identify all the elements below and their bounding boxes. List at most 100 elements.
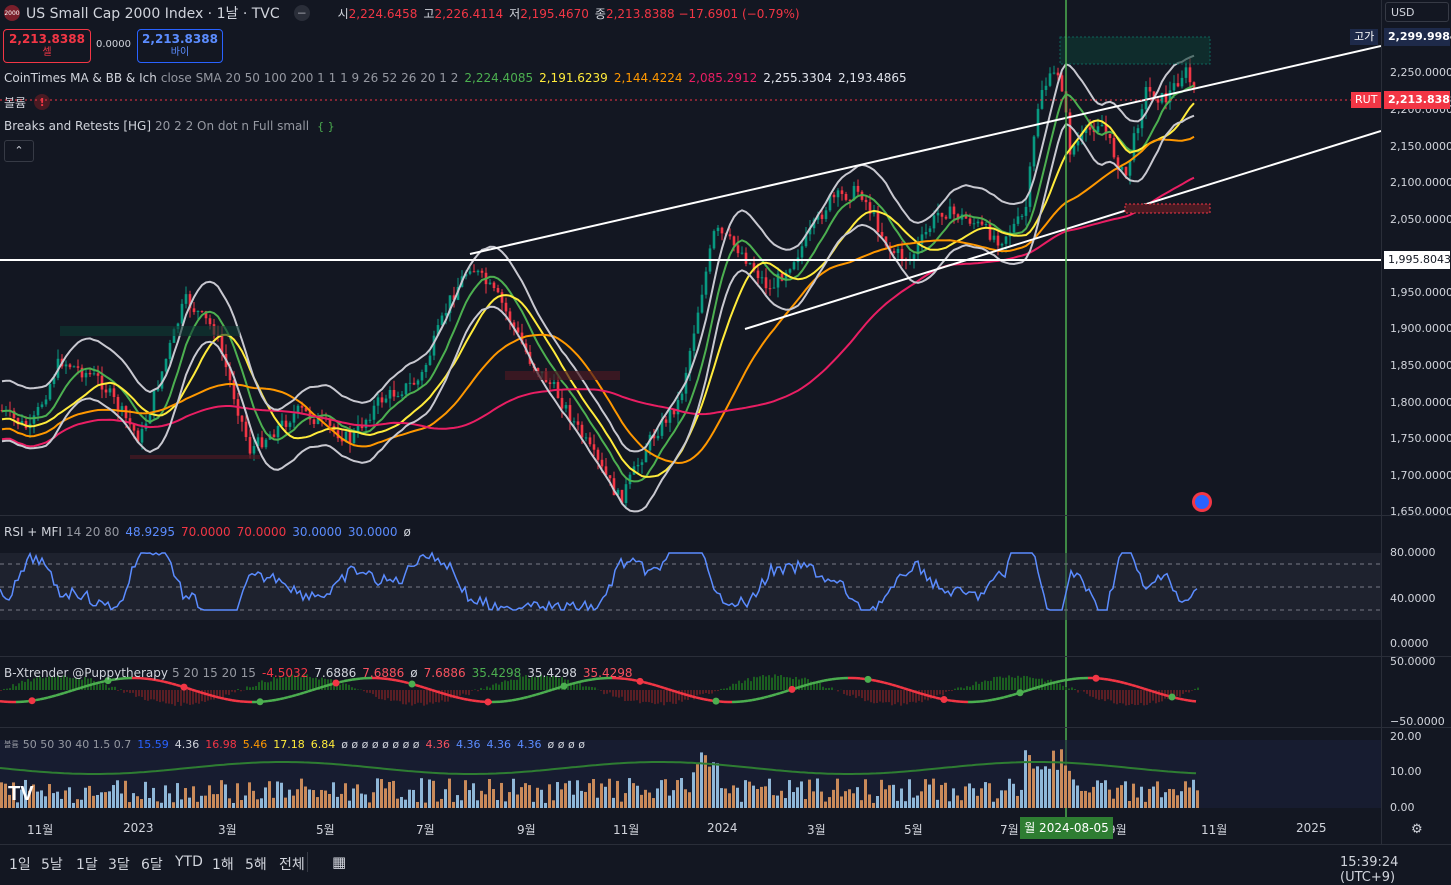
pane-divider-rsi[interactable] (0, 515, 1451, 516)
volume-bar (260, 798, 263, 808)
chart-canvas[interactable]: TV (0, 0, 1381, 844)
channel-upper-line[interactable] (470, 46, 1381, 254)
xtrender-line-segment (176, 685, 180, 686)
date-range-icon[interactable]: ▦ (332, 853, 346, 871)
xtrender-line-segment (748, 700, 752, 701)
volume-bar (280, 783, 283, 808)
timeframe-button-1[interactable]: 5날 (41, 854, 63, 874)
candle-body (481, 271, 484, 273)
candle-body (1157, 99, 1160, 102)
xtrender-line-segment (72, 689, 76, 690)
timeframe-button-3[interactable]: 3달 (108, 854, 130, 874)
volume-bar (920, 791, 923, 808)
settings-gear-icon[interactable]: ⚙ (1411, 822, 1427, 838)
candle-body (89, 373, 92, 374)
xtrender-line-segment (224, 699, 228, 700)
candle-body (1061, 75, 1064, 91)
xtrender-line-segment (292, 695, 296, 696)
volume-bar (808, 780, 811, 808)
volume-bar (1144, 802, 1147, 808)
volume-bar (828, 797, 831, 808)
candle-body (677, 400, 680, 414)
xtrender-bar (270, 681, 272, 690)
rsi-pane[interactable] (0, 553, 1381, 620)
xtrender-bar (1179, 690, 1181, 697)
price-axis-label: 1,800.0000 (1390, 396, 1451, 409)
timeframe-button-2[interactable]: 1달 (76, 854, 98, 874)
volume-bar (164, 785, 167, 808)
timeframe-button-4[interactable]: 6달 (141, 854, 163, 874)
candle-body (425, 365, 428, 372)
volume-bar (996, 798, 999, 808)
volume-bar (316, 797, 319, 808)
timeframe-button-8[interactable]: 전체 (279, 854, 305, 874)
candle-body (1053, 73, 1056, 74)
candle-body (253, 446, 256, 453)
xtrender-line-segment (656, 685, 660, 686)
timeframe-button-6[interactable]: 1해 (212, 854, 234, 874)
xtrender-bar (909, 690, 911, 702)
xtrender-legend[interactable]: B-Xtrender @Puppytherapy 5 20 15 20 15 -… (4, 665, 633, 681)
xtrender-line-segment (556, 687, 560, 688)
xtrender-line-segment (800, 686, 804, 687)
xtrender-bar (906, 690, 908, 704)
candle-body (505, 303, 508, 312)
volume-bar (112, 785, 115, 808)
xtrender-bar (942, 690, 944, 695)
xtrender-bar (606, 690, 608, 694)
volume-bar (628, 778, 631, 808)
volume-bar (1040, 769, 1043, 808)
timeframe-button-5[interactable]: YTD (175, 854, 203, 870)
volume-bar (660, 780, 663, 808)
xtrender-bar (171, 690, 173, 704)
xtrender-bar (1062, 686, 1064, 690)
pane-divider-volume[interactable] (0, 727, 1451, 728)
clock[interactable]: 15:39:24 (UTC+9) (1340, 855, 1451, 885)
time-axis-label: 11월 (1201, 821, 1227, 838)
xtrender-bar (192, 690, 194, 704)
xtrender-line-segment (188, 688, 192, 689)
volume-bar (1192, 780, 1195, 808)
volume-bar (68, 787, 71, 808)
xtrender-line-segment (1184, 700, 1188, 701)
hline-price-tag[interactable]: 1,995.8043 (1384, 251, 1450, 269)
candle-body (693, 334, 696, 351)
xtrender-bar (741, 683, 743, 690)
volume-bar (544, 803, 547, 808)
xtrender-bar (594, 687, 596, 690)
xtrender-bar (579, 682, 581, 690)
xtrender-line-segment (1104, 679, 1108, 680)
timeframe-button-0[interactable]: 1일 (9, 854, 31, 874)
xtrender-line-segment (456, 697, 460, 698)
xtrender-bar (429, 690, 431, 702)
xtrender-bar (1104, 690, 1106, 701)
xtrender-bar (186, 690, 188, 704)
volume-bar (1064, 765, 1067, 808)
volume-bar (308, 789, 311, 808)
price-pane[interactable] (1, 56, 1196, 512)
xtrender-bar (480, 688, 482, 690)
volume-bar (136, 796, 139, 808)
legend-value: 70.0000 (237, 525, 287, 539)
pane-divider-xtrender[interactable] (0, 656, 1451, 657)
volume-bar (264, 787, 267, 808)
xtrender-line-segment (916, 692, 920, 693)
xtrender-bar (756, 677, 758, 690)
timeframe-button-7[interactable]: 5해 (245, 854, 267, 874)
xtrender-line-segment (1048, 683, 1052, 684)
volume-bar (968, 783, 971, 808)
xtrender-bar (981, 682, 983, 690)
xtrender-bar (750, 681, 752, 690)
volume-bar (952, 788, 955, 808)
xtrender-bar (858, 690, 860, 696)
candle-body (593, 444, 596, 449)
candle-body (1045, 86, 1048, 90)
candle-body (165, 359, 168, 372)
crosshair-date-label: 월 2024-08-05 (1020, 817, 1113, 839)
xtrender-bar (651, 690, 653, 703)
xtrender-signal-dot (637, 678, 644, 685)
xtrender-line-segment (56, 694, 60, 695)
xtrender-line-segment (1112, 680, 1116, 681)
